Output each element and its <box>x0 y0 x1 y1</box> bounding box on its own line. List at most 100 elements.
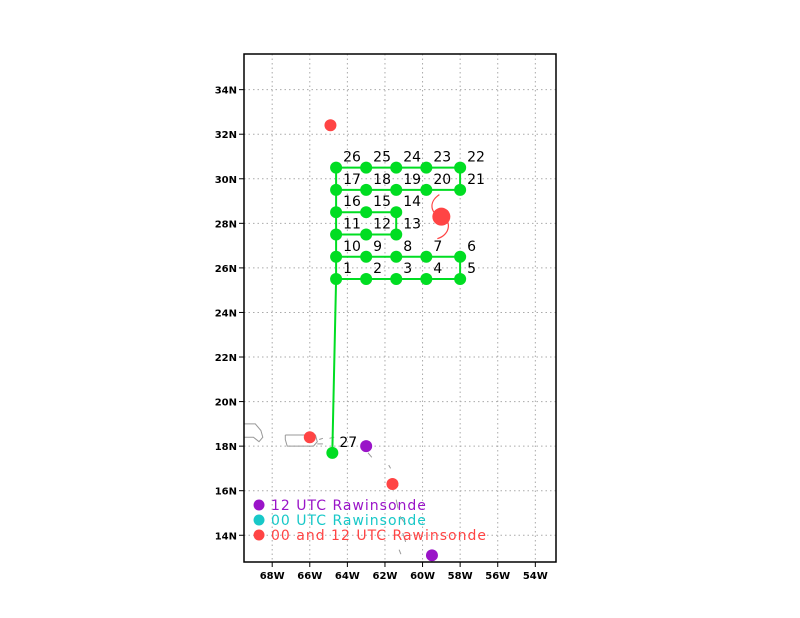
waypoint-label: 23 <box>433 150 451 166</box>
coast-puerto-rico <box>284 434 318 447</box>
waypoint-marker <box>454 250 467 263</box>
waypoint-label: 27 <box>339 435 357 451</box>
coast-antigua <box>388 464 392 469</box>
waypoint-marker <box>420 161 433 174</box>
rawinsonde-sites <box>303 119 438 562</box>
waypoint-marker <box>360 228 373 241</box>
waypoint-label: 9 <box>373 239 382 255</box>
lon-tick-label: 66W <box>297 571 322 582</box>
waypoint-marker <box>360 206 373 219</box>
coast-st-lucia <box>402 532 407 543</box>
waypoint-marker <box>454 273 467 286</box>
waypoint-marker <box>390 206 403 219</box>
waypoint-marker <box>420 183 433 196</box>
lon-tick-label: 56W <box>485 571 510 582</box>
waypoint-marker <box>390 183 403 196</box>
waypoint-label: 2 <box>373 261 382 277</box>
lat-tick-label: 32N <box>215 130 237 141</box>
waypoint-label: 18 <box>373 172 391 188</box>
waypoint-label: 20 <box>433 172 451 188</box>
lon-tick-label: 54W <box>523 571 548 582</box>
coast-hispaniola <box>244 423 264 443</box>
legend-marker-00_12 <box>253 529 265 541</box>
waypoint-label: 25 <box>373 150 391 166</box>
waypoint-marker <box>390 161 403 174</box>
lat-tick-label: 14N <box>215 531 237 542</box>
waypoint-marker <box>390 250 403 263</box>
waypoint-marker <box>420 250 433 263</box>
legend-label: 00 and 12 UTC Rawinsonde <box>271 528 487 544</box>
waypoint-label: 19 <box>403 172 421 188</box>
lat-tick-label: 28N <box>215 219 237 230</box>
waypoint-label: 16 <box>343 194 361 210</box>
waypoint-marker <box>420 273 433 286</box>
legend-marker-12 <box>253 499 265 511</box>
waypoint-label: 1 <box>343 261 352 277</box>
axis-ticks: 68W 66W 64W 62W 60W 58W 56W 54W 14N 16N 18N 20N 22N 2… <box>215 86 548 582</box>
lat-tick-label: 34N <box>215 86 237 97</box>
lon-tick-label: 64W <box>335 571 360 582</box>
coast-dominica <box>395 499 399 509</box>
storm-center <box>431 194 451 240</box>
waypoint-marker <box>454 161 467 174</box>
waypoint-label: 21 <box>467 172 485 188</box>
lon-tick-label: 62W <box>372 571 397 582</box>
lat-tick-label: 24N <box>215 308 237 319</box>
waypoint-label: 8 <box>403 239 412 255</box>
waypoint-label: 7 <box>433 239 442 255</box>
waypoint-label: 26 <box>343 150 361 166</box>
waypoint-marker <box>360 273 373 286</box>
waypoint-label: 5 <box>467 261 476 277</box>
lon-tick-label: 68W <box>260 571 285 582</box>
waypoint-marker <box>360 183 373 196</box>
legend-label: 00 UTC Rawinsonde <box>271 513 427 529</box>
waypoint-label: 14 <box>403 194 421 210</box>
plot-frame <box>243 53 557 563</box>
waypoint-marker <box>330 161 343 174</box>
waypoint-label: 3 <box>403 261 412 277</box>
waypoint-marker <box>330 250 343 263</box>
waypoint-marker <box>330 183 343 196</box>
legend-marker-00 <box>253 514 265 526</box>
lon-tick-label: 60W <box>410 571 435 582</box>
waypoint-marker <box>326 446 339 459</box>
lat-tick-label: 18N <box>215 442 237 453</box>
plot-background <box>244 54 556 562</box>
waypoint-marker <box>360 161 373 174</box>
grid-lines <box>244 54 556 562</box>
rawinsonde-marker-00_12 <box>386 478 399 491</box>
waypoint-marker <box>390 228 403 241</box>
waypoint-label: 11 <box>343 216 361 232</box>
rawinsonde-marker-12 <box>425 549 438 562</box>
coast-culebra <box>319 437 324 440</box>
lat-tick-label: 16N <box>215 487 237 498</box>
coast-st-vincent <box>398 549 402 555</box>
waypoint-marker <box>454 183 467 196</box>
waypoint-label: 10 <box>343 239 361 255</box>
waypoint-label: 6 <box>467 239 476 255</box>
waypoint-label: 4 <box>433 261 442 277</box>
flight-track <box>326 161 467 459</box>
lon-tick-label: 58W <box>448 571 473 582</box>
waypoint-label: 15 <box>373 194 391 210</box>
storm-center-marker <box>432 207 451 226</box>
coast-martinique <box>399 516 407 525</box>
lat-tick-label: 26N <box>215 264 237 275</box>
waypoint-label: 13 <box>403 216 421 232</box>
lat-tick-label: 22N <box>215 353 237 364</box>
rawinsonde-marker-00_12 <box>303 431 316 444</box>
flight-track-line <box>331 166 462 453</box>
waypoint-marker <box>360 250 373 263</box>
waypoint-label: 22 <box>467 150 485 166</box>
waypoint-marker <box>330 228 343 241</box>
coast-st-kitts <box>367 452 373 458</box>
waypoint-label: 12 <box>373 216 391 232</box>
waypoint-marker <box>390 273 403 286</box>
rawinsonde-marker-00_12 <box>324 119 337 132</box>
lat-tick-label: 30N <box>215 175 237 186</box>
waypoint-marker <box>330 206 343 219</box>
legend-label: 12 UTC Rawinsonde <box>271 498 427 514</box>
